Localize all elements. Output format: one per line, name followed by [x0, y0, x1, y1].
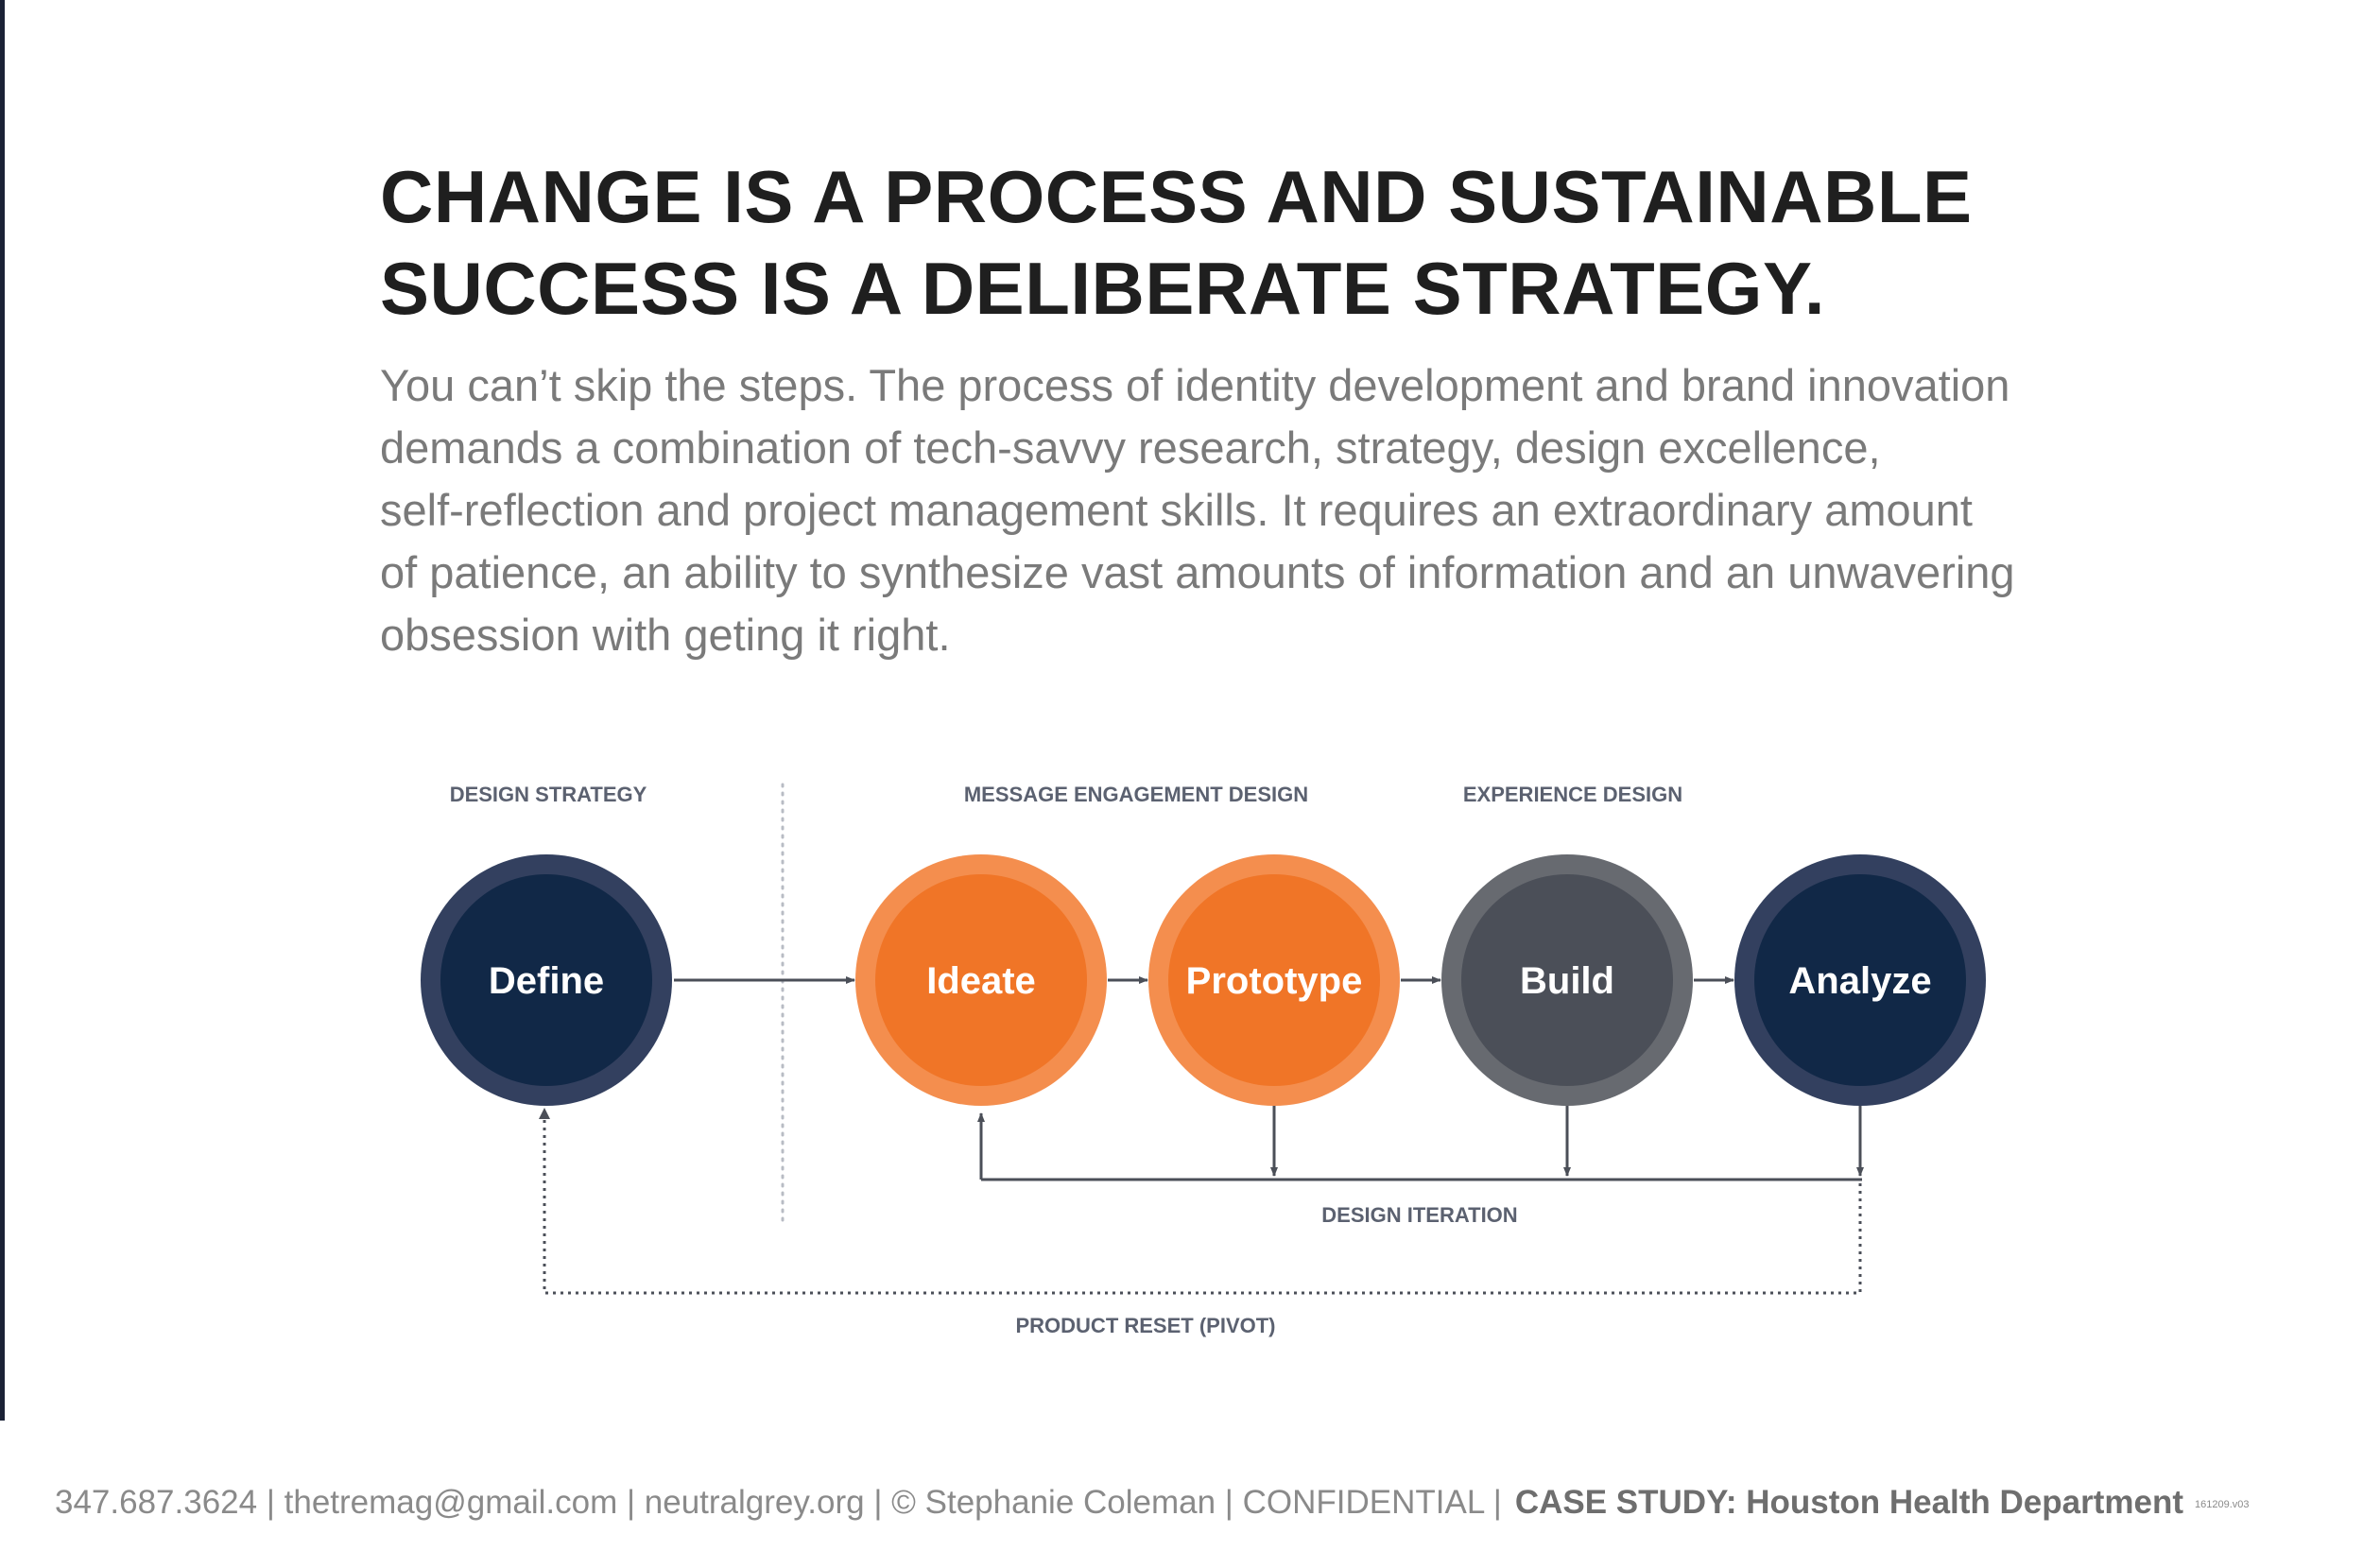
node-analyze: Analyze [1734, 854, 1986, 1106]
node-build: Build [1441, 854, 1693, 1106]
section-label-design-strategy: DESIGN STRATEGY [450, 783, 647, 806]
node-label-build: Build [1520, 960, 1614, 1002]
reset-loop-line [543, 1120, 1862, 1295]
section-label-experience: EXPERIENCE DESIGN [1463, 783, 1682, 806]
node-label-define: Define [489, 960, 604, 1002]
section-label-message-engagement: MESSAGE ENGAGEMENT DESIGN [964, 783, 1308, 806]
loop-label-reset: PRODUCT RESET (PIVOT) [1015, 1314, 1275, 1337]
lead-line-3: self-reflection and project management s… [380, 485, 1973, 535]
lead-line-4: of patience, an ability to synthesize va… [380, 547, 2015, 597]
footer-case-study: CASE STUDY: Houston Health Department [1514, 1484, 2184, 1521]
page-title: CHANGE IS A PROCESS AND SUSTAINABLE SUCC… [380, 151, 2176, 335]
node-prototype: Prototype [1148, 854, 1400, 1106]
footer-contact: 347.687.3624 | thetremag@gmail.com | neu… [55, 1484, 1502, 1521]
node-define: Define [421, 854, 672, 1106]
node-label-ideate: Ideate [926, 960, 1036, 1002]
reset-arrowhead [539, 1108, 550, 1119]
title-line-1: CHANGE IS A PROCESS AND SUSTAINABLE [380, 155, 1973, 238]
lead-line-2: demands a combination of tech-savvy rese… [380, 422, 1881, 473]
left-edge-rule [0, 0, 5, 1421]
lead-paragraph: You can’t skip the steps. The process of… [380, 354, 2157, 666]
loop-label-iteration: DESIGN ITERATION [1321, 1203, 1517, 1227]
lead-line-5: obsession with geting it right. [380, 610, 951, 660]
node-ideate: Ideate [855, 854, 1107, 1106]
node-label-prototype: Prototype [1186, 960, 1363, 1002]
node-label-analyze: Analyze [1788, 960, 1931, 1002]
title-line-2: SUCCESS IS A DELIBERATE STRATEGY. [380, 247, 1826, 330]
footer: 347.687.3624 | thetremag@gmail.com | neu… [55, 1484, 2250, 1522]
footer-version: 161209.v03 [2195, 1498, 2250, 1510]
lead-line-1: You can’t skip the steps. The process of… [380, 360, 2010, 410]
